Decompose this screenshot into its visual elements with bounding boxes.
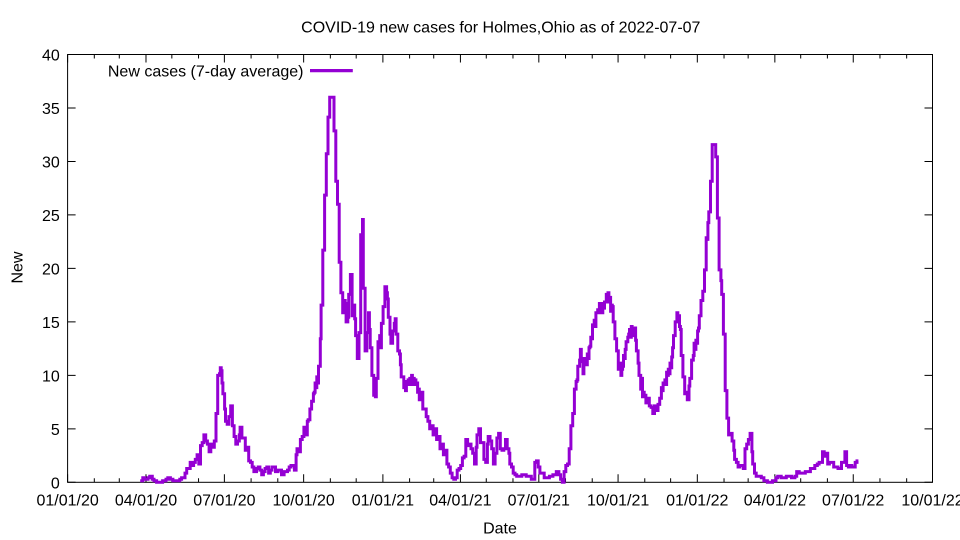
svg-text:01/01/20: 01/01/20 xyxy=(36,493,98,510)
svg-text:COVID-19 new cases for Holmes,: COVID-19 new cases for Holmes,Ohio as of… xyxy=(301,20,700,37)
svg-text:35: 35 xyxy=(42,101,60,118)
svg-text:15: 15 xyxy=(42,315,60,332)
svg-text:New cases (7-day average): New cases (7-day average) xyxy=(108,64,304,81)
svg-text:40: 40 xyxy=(42,48,60,65)
svg-text:0: 0 xyxy=(51,475,60,492)
svg-text:04/01/20: 04/01/20 xyxy=(115,493,177,510)
svg-text:10/01/22: 10/01/22 xyxy=(901,493,960,510)
svg-text:30: 30 xyxy=(42,154,60,171)
svg-text:07/01/20: 07/01/20 xyxy=(193,493,255,510)
svg-text:10/01/20: 10/01/20 xyxy=(272,493,334,510)
svg-text:01/01/21: 01/01/21 xyxy=(352,493,414,510)
svg-text:07/01/22: 07/01/22 xyxy=(822,493,884,510)
svg-text:New: New xyxy=(10,251,27,283)
svg-text:07/01/21: 07/01/21 xyxy=(508,493,570,510)
svg-text:Date: Date xyxy=(483,521,517,538)
svg-text:5: 5 xyxy=(51,422,60,439)
svg-text:01/01/22: 01/01/22 xyxy=(666,493,728,510)
svg-text:04/01/22: 04/01/22 xyxy=(744,493,806,510)
svg-text:04/01/21: 04/01/21 xyxy=(429,493,491,510)
svg-text:25: 25 xyxy=(42,208,60,225)
svg-text:10: 10 xyxy=(42,368,60,385)
svg-text:10/01/21: 10/01/21 xyxy=(587,493,649,510)
svg-text:20: 20 xyxy=(42,261,60,278)
